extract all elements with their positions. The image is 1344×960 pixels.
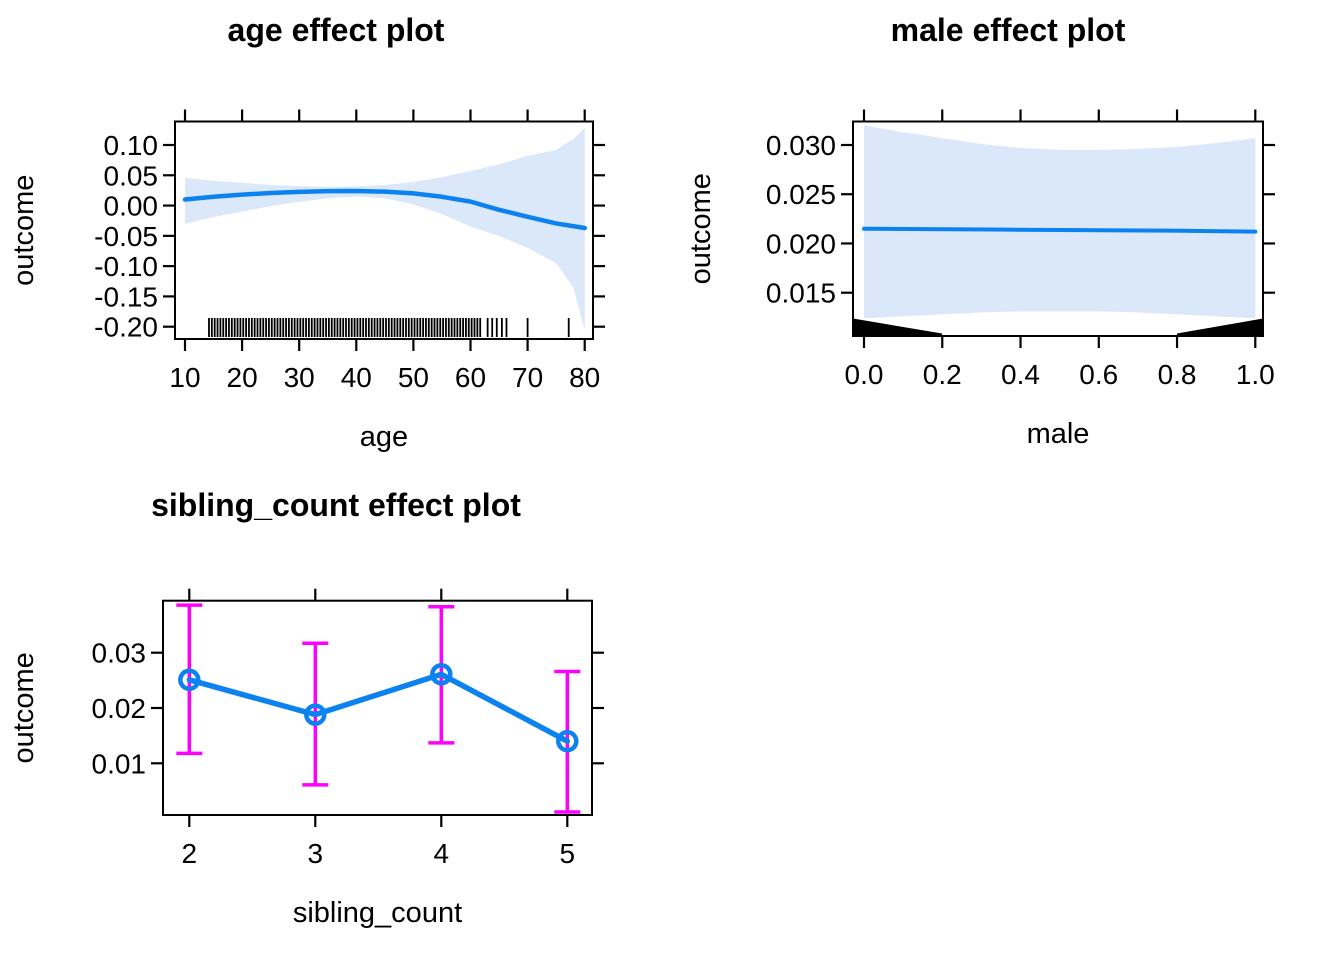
male-panel: 0.0 0.2 0.4 0.6 0.8 1.0 0.030 0.025 0.020 0.015 ma… <box>685 109 1275 450</box>
male-ticks <box>841 109 1275 348</box>
age-x-tick-label: 20 <box>227 362 258 393</box>
sibling_count-plot-box <box>162 599 593 816</box>
age-y-tick-label: 0.00 <box>104 191 159 222</box>
male-x-tick-label: 0.2 <box>923 359 962 390</box>
sibling_count-point <box>304 703 327 726</box>
male-x-tick-label: 0.0 <box>845 359 884 390</box>
male-x-tick-label: 0.8 <box>1158 359 1197 390</box>
age-x-tick-label: 70 <box>512 362 543 393</box>
sibling_count-point <box>178 668 201 692</box>
age-x-tick-label: 40 <box>341 362 372 393</box>
sibling_count-ticks <box>151 588 604 827</box>
sibling_count-x-tick-label: 5 <box>560 838 576 869</box>
sibling_count-y-axis-label: outcome <box>8 652 40 763</box>
age-x-tick-label: 30 <box>284 362 315 393</box>
age-y-tick-label: -0.05 <box>94 221 158 252</box>
age-y-tick-label: 0.10 <box>104 130 159 161</box>
male-x-axis-label: male <box>1027 418 1090 450</box>
male-y-tick-label: 0.030 <box>766 130 836 161</box>
age-x-tick-label: 60 <box>455 362 486 393</box>
male-rug-block <box>1177 318 1263 336</box>
sibling_count-error-bars <box>176 603 581 814</box>
male-x-tick-label: 0.6 <box>1079 359 1118 390</box>
age-y-tick-label: -0.10 <box>94 251 158 282</box>
sibling_count-x-tick-label: 4 <box>434 838 450 869</box>
male-panel-title: male effect plot <box>890 12 1126 48</box>
male-y-tick-label: 0.025 <box>766 179 836 210</box>
age-y-tick-label: -0.20 <box>94 312 158 343</box>
sibling_count-y-tick-label: 0.01 <box>92 748 147 779</box>
age-y-tick-label: -0.15 <box>94 281 158 312</box>
age-x-axis-label: age <box>360 421 408 453</box>
age-x-tick-label: 50 <box>398 362 429 393</box>
age-confidence-band <box>185 128 585 331</box>
sibling_count-x-tick-label: 3 <box>308 838 324 869</box>
sibling_count-y-tick-label: 0.02 <box>92 693 147 724</box>
sibling_count-y-tick-label: 0.03 <box>92 638 147 669</box>
male-y-tick-label: 0.015 <box>766 278 836 309</box>
male-rug-block <box>853 318 942 336</box>
age-y-tick-label: 0.05 <box>104 160 159 191</box>
age-panel: 10 20 30 40 50 60 70 800.100.050.00-0.05-0.10-0… <box>8 109 605 453</box>
male-confidence-band <box>864 125 1256 319</box>
age-ticks <box>163 109 605 351</box>
age-fit-line <box>182 188 587 231</box>
male-y-axis-label: outcome <box>685 173 717 284</box>
sibling_count-point <box>556 729 579 753</box>
sibling_count-point <box>430 663 453 686</box>
sibling_count-fit-line <box>186 671 571 744</box>
sibling_count-panel: 2 3 4 5 0.03 0.02 0.01 sibling_count outcome <box>8 588 604 929</box>
age-rug <box>208 318 570 337</box>
sibling_count-x-axis-label: sibling_count <box>293 897 462 929</box>
male-x-tick-label: 1.0 <box>1236 359 1275 390</box>
male-plot-box <box>852 120 1264 337</box>
sibling_count-x-tick-label: 2 <box>182 838 198 869</box>
sibling-count-panel-title: sibling_count effect plot <box>151 487 521 523</box>
age-x-tick-label: 10 <box>169 362 200 393</box>
male-y-tick-label: 0.020 <box>766 228 836 259</box>
age-x-tick-label: 80 <box>569 362 600 393</box>
age-plot-box <box>174 120 594 340</box>
male-x-tick-label: 0.4 <box>1001 359 1040 390</box>
age-y-axis-label: outcome <box>8 175 40 286</box>
male-fit-line <box>862 226 1258 234</box>
age-panel-title: age effect plot <box>227 12 445 48</box>
